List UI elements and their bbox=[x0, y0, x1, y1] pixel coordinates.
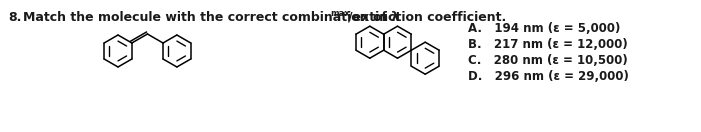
Text: B.   217 nm (ε = 12,000): B. 217 nm (ε = 12,000) bbox=[468, 38, 628, 51]
Text: A.   194 nm (ε = 5,000): A. 194 nm (ε = 5,000) bbox=[468, 22, 620, 35]
Text: /extinction coefficient.: /extinction coefficient. bbox=[348, 11, 506, 24]
Text: D.   296 nm (ε = 29,000): D. 296 nm (ε = 29,000) bbox=[468, 70, 629, 83]
Text: max: max bbox=[330, 9, 350, 18]
Text: 8.: 8. bbox=[8, 11, 21, 24]
Text: C.   280 nm (ε = 10,500): C. 280 nm (ε = 10,500) bbox=[468, 54, 628, 67]
Text: Match the molecule with the correct combination of λ: Match the molecule with the correct comb… bbox=[23, 11, 400, 24]
